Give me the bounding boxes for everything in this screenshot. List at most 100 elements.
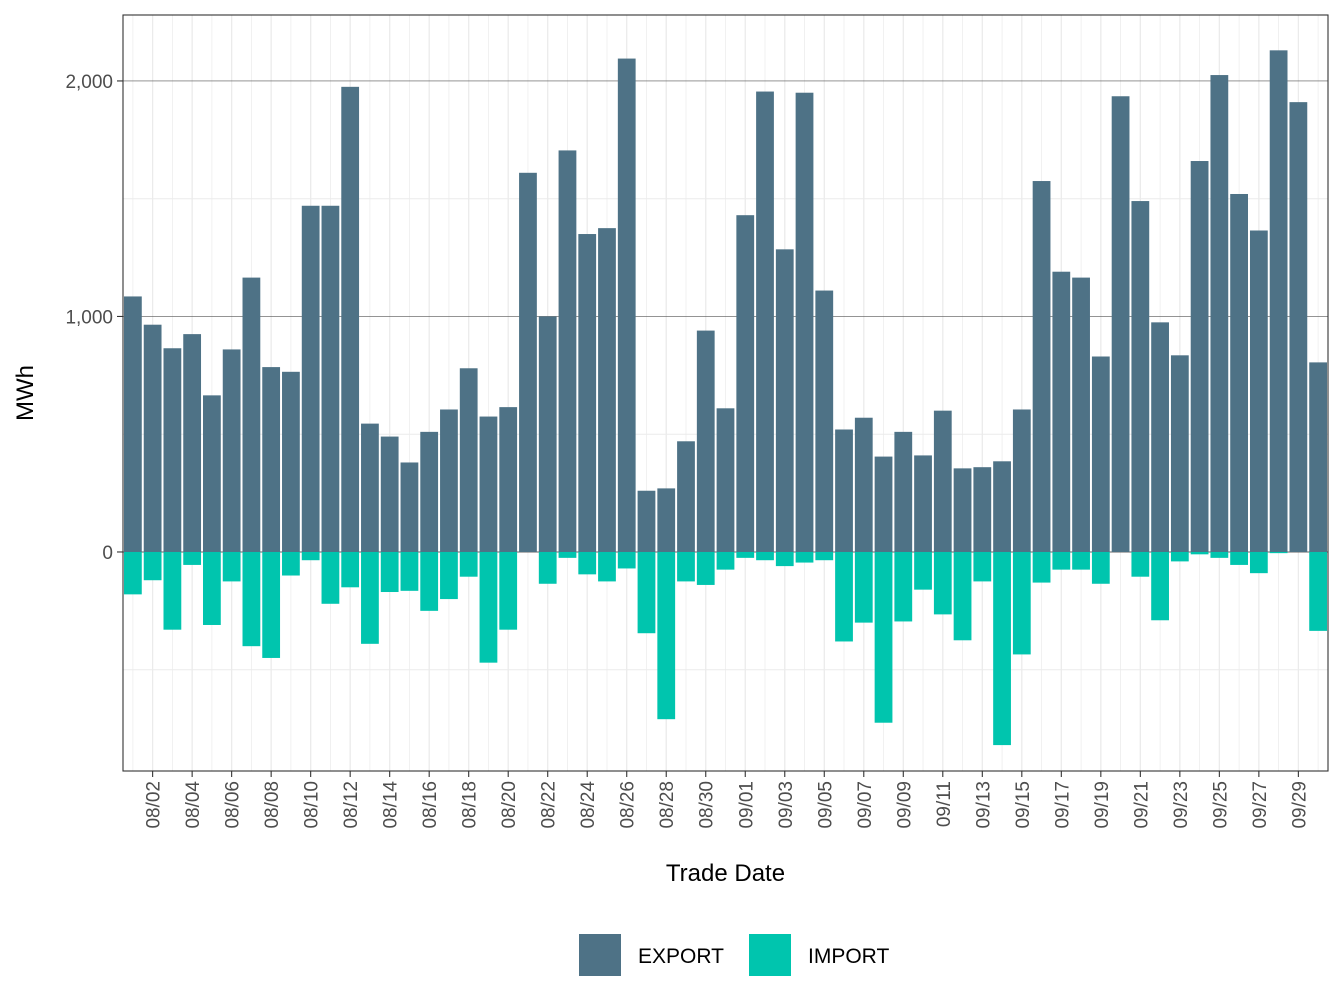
bar-import-09-17 [1052, 551, 1071, 570]
x-tick-label: 08/12 [341, 781, 362, 829]
bar-import-08-20 [499, 551, 518, 630]
bar-export-08-18 [459, 368, 478, 552]
x-tick-label: 08/16 [420, 781, 441, 829]
x-tick-label: 09/17 [1052, 781, 1073, 829]
x-tick-label: 08/18 [460, 781, 481, 829]
bar-export-09-27 [1249, 230, 1268, 552]
x-tick-label: 09/21 [1131, 781, 1152, 829]
x-tick-label: 09/11 [934, 781, 955, 827]
bar-import-09-30 [1309, 551, 1328, 631]
bar-export-09-03 [775, 249, 794, 552]
bar-export-08-11 [321, 205, 340, 552]
bar-export-09-24 [1190, 161, 1209, 552]
bar-import-08-01 [123, 551, 142, 595]
x-tick-label: 08/24 [578, 781, 599, 829]
bar-import-08-30 [696, 551, 715, 585]
x-tick-label: 09/29 [1289, 781, 1310, 829]
bar-import-08-19 [479, 551, 498, 663]
bar-import-09-10 [914, 551, 932, 590]
bar-import-08-09 [282, 551, 300, 576]
bar-export-09-20 [1111, 96, 1130, 552]
x-tick-label: 08/06 [223, 781, 244, 829]
bar-import-08-27 [637, 551, 656, 634]
bar-export-09-01 [736, 215, 755, 552]
bar-export-09-09 [894, 431, 913, 552]
bar-export-09-26 [1230, 193, 1248, 552]
bar-import-08-16 [420, 551, 439, 611]
bar-export-09-08 [874, 456, 893, 552]
bar-import-08-08 [262, 551, 281, 658]
bar-import-08-06 [222, 551, 241, 582]
x-tick-label: 09/03 [776, 781, 797, 829]
bar-export-09-07 [854, 417, 873, 552]
y-tick-label: 2,000 [65, 72, 113, 93]
bar-import-09-16 [1032, 551, 1051, 583]
bar-export-09-25 [1210, 75, 1229, 552]
y-axis: 0 1,000 2,000 [65, 72, 123, 564]
bar-import-08-10 [301, 551, 320, 561]
bar-import-08-15 [400, 551, 419, 591]
legend-label-export: EXPORT [638, 945, 724, 968]
bar-export-08-08 [262, 367, 281, 552]
bar-import-08-14 [380, 551, 399, 593]
x-tick-label: 09/01 [736, 781, 757, 829]
bar-export-08-04 [183, 334, 202, 552]
bar-import-09-27 [1249, 551, 1268, 574]
bar-export-08-22 [538, 316, 557, 552]
bar-export-08-03 [163, 348, 182, 552]
bar-export-08-09 [282, 371, 300, 552]
bar-import-09-06 [835, 551, 853, 642]
bar-import-09-03 [775, 551, 794, 567]
bar-export-09-14 [993, 461, 1011, 552]
bar-import-08-18 [459, 551, 478, 577]
y-axis-label: MWh [12, 365, 39, 421]
bar-export-09-11 [933, 410, 952, 552]
bar-import-09-12 [953, 551, 972, 641]
bar-import-08-25 [598, 551, 616, 582]
x-tick-label: 09/27 [1250, 781, 1271, 829]
x-tick-label: 08/26 [618, 781, 639, 829]
bar-export-08-20 [499, 407, 518, 552]
bar-export-09-10 [914, 455, 932, 552]
bar-import-09-18 [1072, 551, 1090, 570]
bar-export-08-27 [637, 490, 656, 552]
bar-export-09-12 [953, 468, 972, 552]
bar-export-09-21 [1131, 201, 1150, 552]
bar-import-08-29 [677, 551, 695, 582]
bar-export-09-23 [1170, 355, 1189, 552]
bar-export-08-25 [598, 228, 616, 552]
bar-export-08-19 [479, 416, 498, 552]
bar-import-08-12 [341, 551, 360, 588]
bar-export-09-29 [1289, 102, 1308, 552]
x-tick-label: 09/19 [1092, 781, 1113, 829]
legend-label-import: IMPORT [808, 945, 889, 968]
bar-import-08-22 [538, 551, 557, 584]
bar-export-09-05 [815, 290, 834, 552]
bar-export-08-31 [716, 408, 735, 552]
bar-import-09-21 [1131, 551, 1150, 577]
bar-import-09-05 [815, 551, 834, 561]
bar-export-08-01 [123, 296, 142, 552]
legend-item-import: IMPORT [749, 934, 889, 976]
x-tick-label: 09/07 [855, 781, 876, 829]
bar-import-08-31 [716, 551, 735, 570]
bar-import-09-11 [933, 551, 952, 615]
bar-import-09-02 [756, 551, 774, 561]
bar-export-09-06 [835, 429, 853, 552]
bar-export-08-14 [380, 436, 399, 552]
x-tick-label: 09/15 [1013, 781, 1034, 829]
x-tick-label: 09/23 [1171, 781, 1192, 829]
bar-export-09-15 [1012, 409, 1031, 552]
x-axis-label: Trade Date [666, 860, 785, 887]
bar-export-08-10 [301, 205, 320, 552]
bar-export-08-17 [440, 409, 458, 552]
bar-import-08-04 [183, 551, 202, 565]
bar-export-09-13 [973, 467, 992, 552]
x-tick-label: 08/10 [302, 781, 323, 829]
x-tick-label: 08/04 [183, 781, 204, 829]
bar-export-08-12 [341, 86, 360, 552]
y-tick-label: 1,000 [65, 307, 113, 328]
bar-import-09-07 [854, 551, 873, 623]
bar-export-08-30 [696, 330, 715, 552]
bar-export-08-15 [400, 462, 419, 552]
